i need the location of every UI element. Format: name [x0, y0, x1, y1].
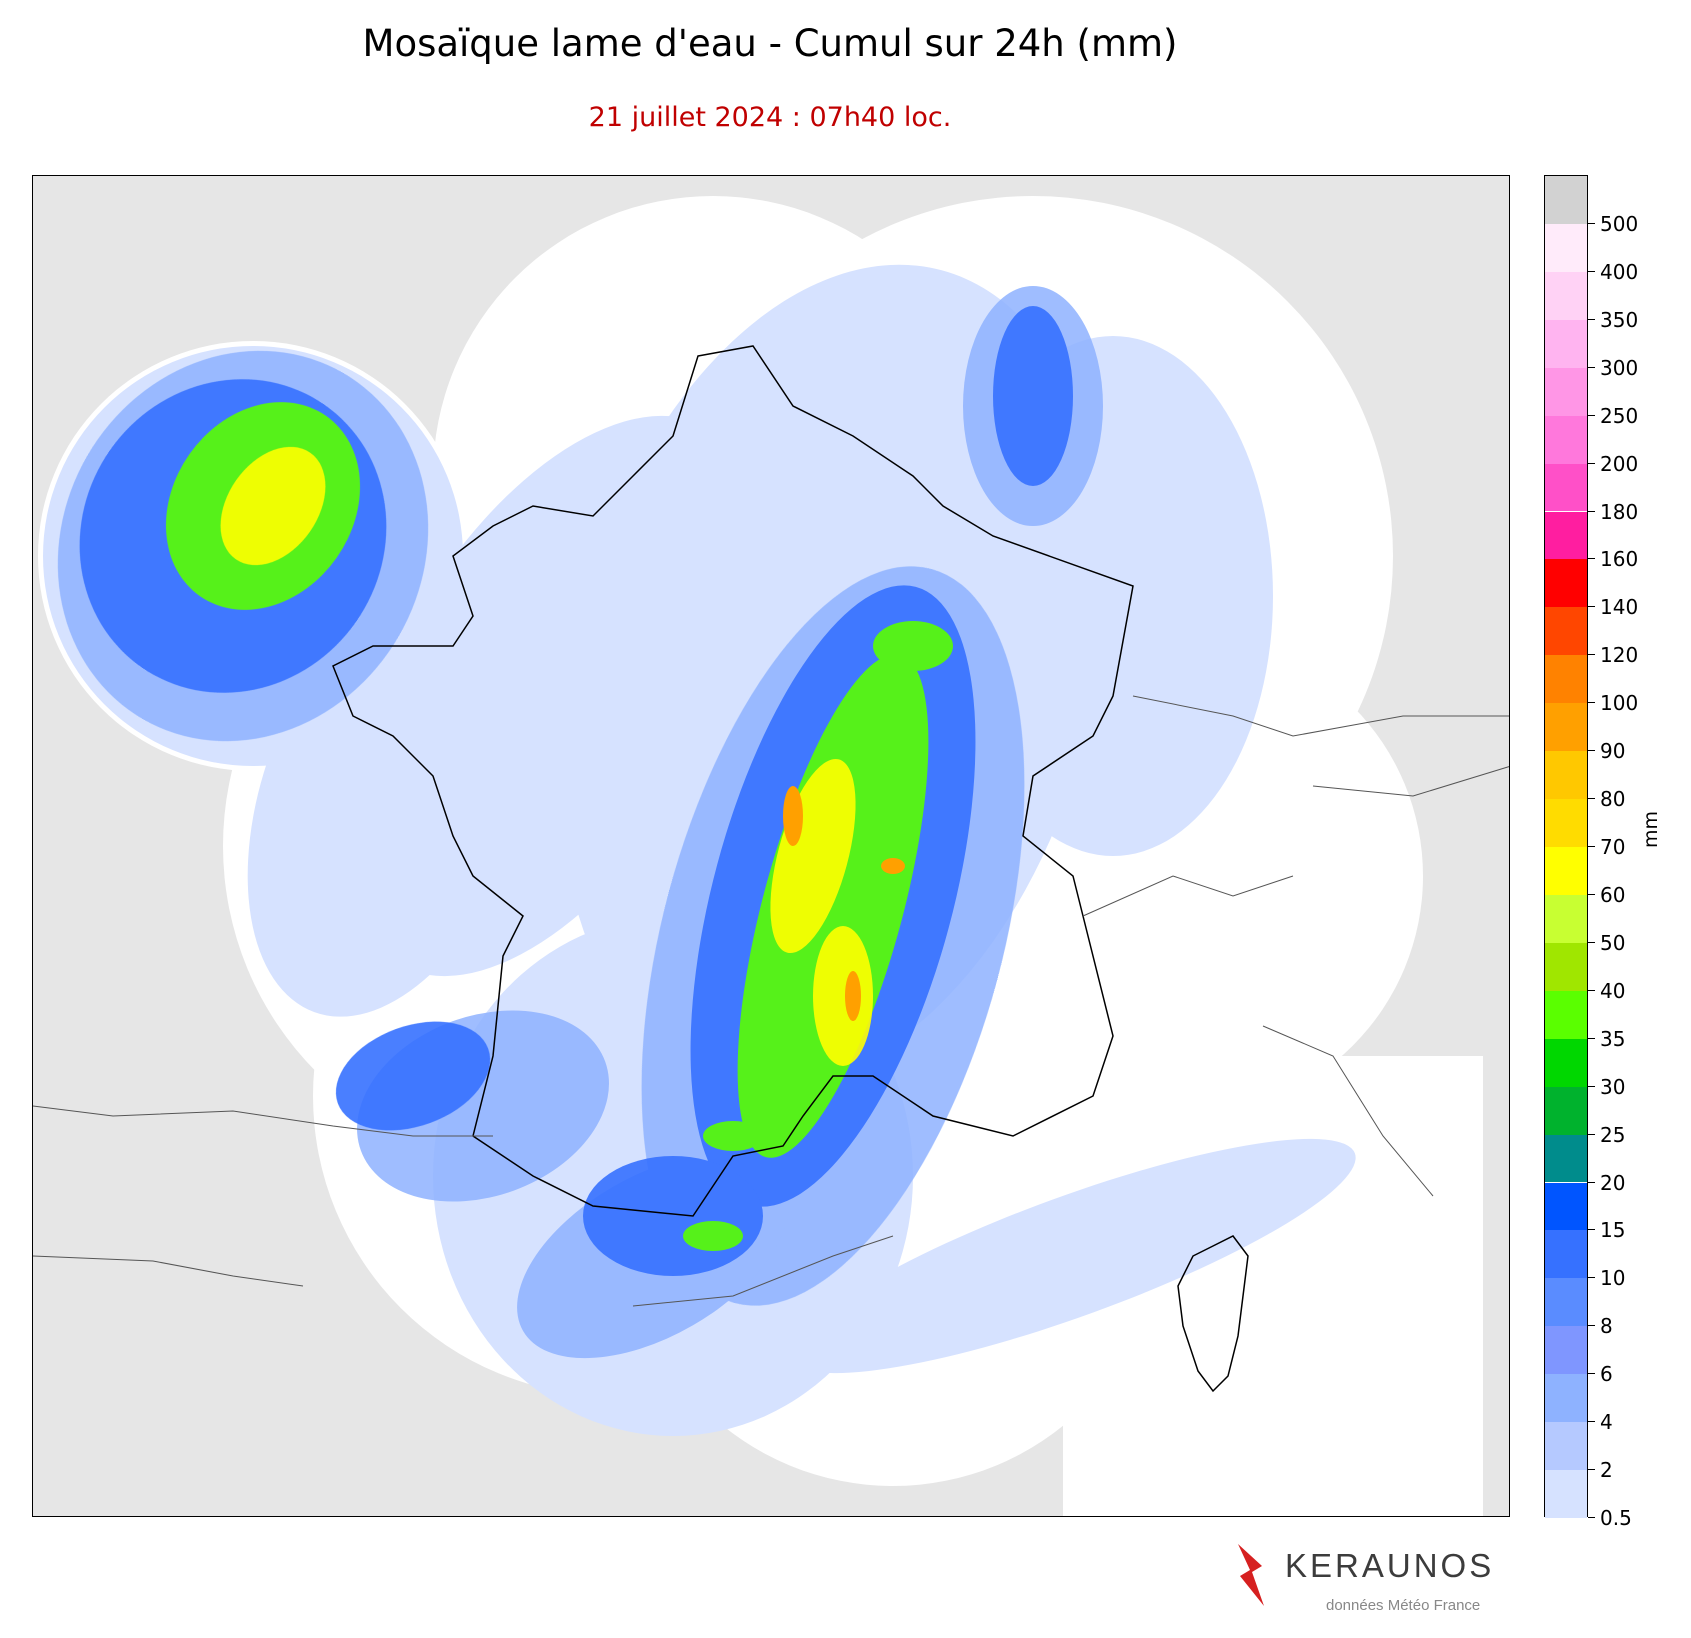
color-scale-tick-label: 4 — [1600, 1410, 1613, 1435]
color-scale-tick-label: 500 — [1600, 211, 1639, 236]
color-scale-tick-label: 20 — [1600, 1170, 1626, 1195]
radar-map — [32, 175, 1510, 1517]
color-scale-tick-label: 60 — [1600, 882, 1626, 907]
color-scale-segment — [1545, 1422, 1587, 1471]
color-scale-segment — [1545, 847, 1587, 895]
color-scale-segment — [1545, 751, 1587, 800]
keraunos-lightning-icon — [1238, 1544, 1264, 1606]
color-scale-bar — [1544, 175, 1588, 1518]
color-scale-segment — [1545, 176, 1587, 224]
map-subtitle-date: 21 juillet 2024 : 07h40 loc. — [588, 102, 952, 133]
color-scale-tick-label: 70 — [1600, 835, 1626, 859]
color-scale-segment — [1545, 1086, 1587, 1135]
color-scale-tick-label: 2 — [1600, 1458, 1613, 1483]
color-scale-tick-label: 250 — [1600, 403, 1639, 428]
color-scale-tick-label: 400 — [1600, 259, 1639, 284]
color-scale-segment — [1545, 1470, 1587, 1518]
color-scale-segment — [1545, 511, 1587, 560]
color-scale-tick-label: 6 — [1600, 1362, 1613, 1387]
color-scale-unit: mm — [1640, 810, 1662, 848]
color-scale-segment — [1545, 415, 1587, 464]
color-scale-tick-label: 100 — [1600, 691, 1639, 716]
color-scale-segment — [1545, 1038, 1587, 1087]
color-scale-tick-label: 50 — [1600, 930, 1626, 955]
color-scale-tick-label: 10 — [1600, 1266, 1626, 1291]
color-scale-tick-label: 160 — [1600, 547, 1639, 572]
rain-very-intense — [220, 446, 873, 1066]
color-scale-segment — [1545, 703, 1587, 752]
color-scale-segment — [1545, 990, 1587, 1039]
color-scale-segment — [1545, 1326, 1587, 1375]
color-scale-segment — [1545, 1278, 1587, 1327]
data-credit: données Météo France — [1326, 1597, 1481, 1614]
radar-map-canvas — [33, 196, 1509, 1516]
color-scale-tick-label: 140 — [1600, 595, 1639, 620]
color-scale-tick-label: 30 — [1600, 1074, 1626, 1099]
color-scale-tick-label: 80 — [1600, 787, 1626, 812]
color-scale-segment — [1545, 1374, 1587, 1423]
color-scale-segment — [1545, 463, 1587, 512]
color-scale-segment — [1545, 271, 1587, 320]
neighbour-borders — [33, 695, 1509, 1307]
color-scale-tick-label: 350 — [1600, 307, 1639, 332]
color-scale-tick-label: 90 — [1600, 739, 1626, 764]
map-title: Mosaïque lame d'eau - Cumul sur 24h (mm) — [362, 22, 1178, 65]
color-scale-segment — [1545, 942, 1587, 991]
color-scale-tick-label: 200 — [1600, 451, 1639, 476]
color-scale-segment — [1545, 559, 1587, 608]
rain-extreme — [783, 786, 905, 1021]
color-scale-segment — [1545, 799, 1587, 847]
color-scale-tick-label: 15 — [1600, 1218, 1626, 1243]
corsica-outline — [1177, 1235, 1249, 1393]
color-scale-segment — [1545, 223, 1587, 272]
color-scale-tick-label: 300 — [1600, 355, 1639, 380]
brand-logo-text: KERAUNOS — [1285, 1547, 1495, 1584]
color-scale-tick-label: 35 — [1600, 1026, 1626, 1051]
color-scale-tick-label: 180 — [1600, 499, 1639, 524]
color-scale-segment — [1545, 1230, 1587, 1279]
color-scale-tick-label: 40 — [1600, 978, 1626, 1003]
color-scale-tick-label: 25 — [1600, 1122, 1626, 1147]
color-scale-segment — [1545, 367, 1587, 416]
color-scale-segment — [1545, 1134, 1587, 1183]
france-boundary — [332, 345, 1134, 1217]
color-scale-tick-label: 8 — [1600, 1314, 1613, 1339]
color-scale-segment — [1545, 607, 1587, 656]
color-scale-segment — [1545, 894, 1587, 943]
color-scale-tick-label: 0.5 — [1600, 1506, 1632, 1530]
color-scale-segment — [1545, 655, 1587, 704]
color-scale-tick-label: 120 — [1600, 643, 1639, 668]
color-scale-segment — [1545, 319, 1587, 368]
color-scale-segment — [1545, 1182, 1587, 1231]
